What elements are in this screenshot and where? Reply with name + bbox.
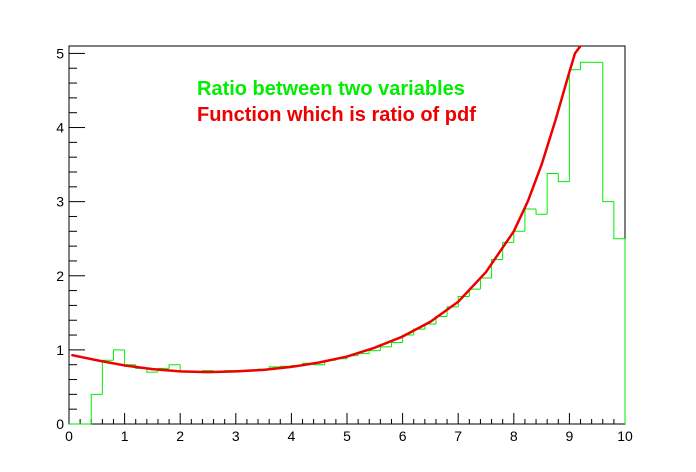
- function-point: [485, 271, 487, 273]
- histogram-bin: [468, 288, 481, 297]
- y-axis-tick-labels: 0 1 2 3 4 5: [56, 45, 64, 432]
- x-axis-tick-labels: 0 1 2 3 4 5 6 7 8 9 10: [65, 428, 633, 444]
- function-point: [318, 361, 321, 364]
- histogram-bin: [479, 277, 492, 290]
- histogram-bin: [168, 364, 181, 369]
- function-point: [235, 370, 237, 373]
- histogram-bin: [568, 69, 581, 182]
- histogram-bin: [524, 208, 537, 232]
- function-point: [151, 368, 154, 370]
- y-axis-ticks: [69, 52, 85, 425]
- function-point: [179, 370, 181, 373]
- function-point: [290, 366, 293, 368]
- function-point: [574, 52, 576, 55]
- function-point: [568, 71, 571, 73]
- x-tick-label: 7: [454, 428, 462, 444]
- function-point: [123, 364, 126, 367]
- histogram-bin: [457, 296, 470, 307]
- function-point: [401, 335, 404, 338]
- histogram-bin: [602, 62, 614, 203]
- function-point: [526, 200, 529, 203]
- histogram-bin: [112, 349, 125, 361]
- x-tick-label: 5: [343, 428, 351, 444]
- function-point: [457, 300, 460, 303]
- x-tick-label: 3: [232, 428, 240, 444]
- function-point: [70, 354, 73, 356]
- x-tick-label: 6: [399, 428, 407, 444]
- histogram-bin: [357, 353, 370, 356]
- histogram-bin: [124, 349, 136, 366]
- histogram-bin: [513, 230, 525, 243]
- x-tick-label: 2: [176, 428, 184, 444]
- y-tick-label: 3: [56, 194, 64, 210]
- function-point: [513, 230, 515, 233]
- function-point: [96, 359, 98, 362]
- x-tick-label: 8: [510, 428, 518, 444]
- x-tick-label: 0: [65, 428, 73, 444]
- legend-function-label: Function which is ratio of pdf: [197, 104, 476, 126]
- function-point: [374, 346, 376, 349]
- histogram-bin: [390, 341, 403, 347]
- histogram-bin: [446, 306, 459, 317]
- x-tick-label: 1: [121, 428, 129, 444]
- y-tick-label: 1: [56, 342, 64, 358]
- histogram-bin: [580, 61, 592, 70]
- histogram-bin: [402, 334, 414, 343]
- function-series: [70, 45, 582, 374]
- histogram-bin: [413, 328, 425, 336]
- x-tick-label: 10: [617, 428, 633, 444]
- y-tick-label: 4: [56, 120, 64, 136]
- histogram-bin: [502, 241, 514, 260]
- y-tick-label: 2: [56, 268, 64, 284]
- histogram-bin: [491, 258, 503, 278]
- function-point: [579, 45, 582, 47]
- x-tick-label: 9: [566, 428, 574, 444]
- x-tick-label: 4: [288, 428, 296, 444]
- x-axis-ticks: [68, 413, 626, 424]
- histogram-bin: [368, 350, 381, 354]
- plot-frame: [68, 45, 626, 425]
- function-point: [207, 371, 209, 373]
- histogram-bin: [535, 209, 548, 215]
- function-point: [346, 355, 348, 358]
- histogram-bin: [546, 172, 559, 215]
- histogram-bin: [613, 201, 625, 240]
- y-tick-label: 0: [56, 416, 64, 432]
- function-point: [540, 163, 543, 166]
- histogram-bin: [379, 346, 392, 351]
- function-point: [262, 369, 265, 371]
- histogram-bin: [557, 173, 570, 183]
- histogram-bin: [90, 393, 103, 424]
- function-point: [554, 119, 557, 121]
- y-tick-label: 5: [56, 45, 64, 61]
- function-point: [429, 320, 432, 323]
- legend-histogram-label: Ratio between two variables: [197, 78, 465, 100]
- histogram-bin: [101, 359, 114, 395]
